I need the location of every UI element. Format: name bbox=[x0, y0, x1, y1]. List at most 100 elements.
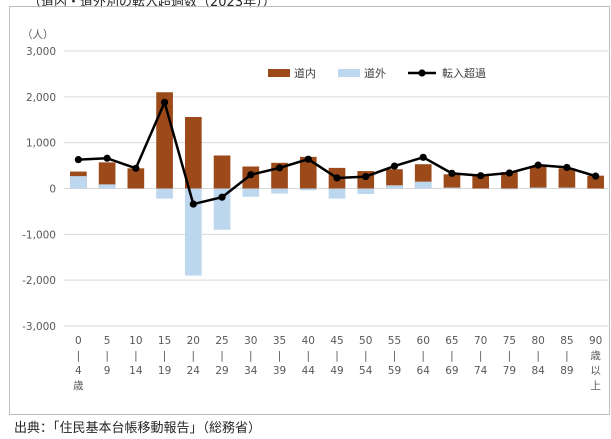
x-tick-label: 39 bbox=[273, 365, 286, 377]
x-axis-ticks: 0 | 4 歳 5 | 9 10 | 14 15 | 19 20 | 24 25 | 29 30 | 34 35 | 39 40 |… bbox=[73, 335, 602, 392]
legend-label-道内: 道内 bbox=[294, 66, 316, 80]
x-tick-label: | bbox=[421, 350, 425, 362]
net-inflow-point bbox=[247, 171, 255, 179]
bar-道外 bbox=[271, 188, 288, 194]
net-inflow-point bbox=[304, 155, 312, 163]
bar-道外 bbox=[156, 188, 173, 199]
x-tick-label: 55 bbox=[388, 335, 401, 347]
net-inflow-point bbox=[74, 156, 82, 164]
x-tick-label: 30 bbox=[244, 335, 257, 347]
x-tick-label: 9 bbox=[104, 365, 111, 377]
x-tick-label: | bbox=[163, 350, 167, 362]
net-inflow-point bbox=[189, 200, 197, 208]
x-tick-label: 歳 bbox=[73, 380, 84, 392]
bars bbox=[70, 92, 604, 276]
legend-label-道外: 道外 bbox=[364, 66, 386, 80]
x-tick-label: 上 bbox=[590, 380, 601, 392]
bar-道外 bbox=[328, 188, 346, 199]
bar-道外 bbox=[529, 187, 547, 189]
y-tick-label: -3,000 bbox=[22, 321, 56, 333]
y-tick-label: 3,000 bbox=[26, 46, 56, 58]
x-tick-label: 25 bbox=[215, 335, 228, 347]
x-tick-label: | bbox=[335, 350, 339, 362]
x-tick-label: 89 bbox=[560, 365, 573, 377]
x-tick-label: 24 bbox=[187, 365, 201, 377]
net-inflow-point bbox=[218, 193, 226, 201]
x-tick-label: 70 bbox=[474, 335, 487, 347]
bar-道外 bbox=[443, 187, 461, 189]
x-tick-label: 4 bbox=[75, 365, 82, 377]
net-inflow-point bbox=[103, 154, 111, 162]
legend-marker-転入超過 bbox=[418, 69, 426, 77]
net-inflow-point bbox=[419, 153, 427, 161]
net-inflow-point bbox=[333, 174, 341, 182]
bar-道内 bbox=[472, 175, 490, 189]
x-tick-label: | bbox=[393, 350, 397, 362]
bar-道内 bbox=[98, 162, 116, 189]
bar-道内 bbox=[558, 168, 576, 189]
bar-道外 bbox=[299, 188, 317, 191]
x-tick-label: 5 bbox=[104, 335, 111, 347]
net-inflow-point bbox=[592, 172, 600, 180]
x-tick-label: 35 bbox=[273, 335, 286, 347]
net-inflow-point bbox=[132, 164, 140, 172]
x-tick-label: 90 bbox=[589, 335, 602, 347]
x-tick-label: 40 bbox=[302, 335, 315, 347]
bar-道内 bbox=[529, 166, 547, 189]
x-tick-label: 歳 bbox=[590, 350, 601, 362]
y-tick-label: 2,000 bbox=[26, 92, 56, 104]
x-tick-label: 80 bbox=[531, 335, 544, 347]
bar-道外 bbox=[414, 181, 432, 189]
x-tick-label: 14 bbox=[129, 365, 143, 377]
bar-道内 bbox=[299, 156, 317, 189]
x-tick-label: | bbox=[450, 350, 454, 362]
x-tick-label: 50 bbox=[359, 335, 372, 347]
net-inflow-point bbox=[534, 161, 542, 169]
x-tick-label: 49 bbox=[330, 365, 343, 377]
x-tick-label: | bbox=[134, 350, 138, 362]
x-tick-label: 20 bbox=[187, 335, 200, 347]
bar-道内 bbox=[213, 155, 231, 189]
x-tick-label: | bbox=[508, 350, 512, 362]
x-tick-label: 15 bbox=[158, 335, 171, 347]
x-tick-label: 19 bbox=[158, 365, 171, 377]
net-inflow-point bbox=[563, 163, 571, 172]
bar-道内 bbox=[501, 172, 518, 189]
y-tick-label: 0 bbox=[49, 184, 56, 196]
x-tick-label: 74 bbox=[474, 365, 488, 377]
chart-heading: （道内・道外別の転入超過数（2023年）） bbox=[28, 0, 276, 10]
bar-道内 bbox=[127, 168, 145, 189]
net-inflow-point bbox=[275, 164, 284, 172]
x-tick-label: | bbox=[306, 350, 310, 362]
net-inflow-point bbox=[390, 162, 399, 170]
net-inflow-line bbox=[74, 98, 600, 208]
y-axis-ticks: -3,000 -2,000 -1,000 0 1,000 2,000 3,000 bbox=[22, 46, 56, 333]
x-tick-label: | bbox=[192, 350, 196, 362]
x-tick-label: | bbox=[565, 350, 569, 362]
x-tick-label: 79 bbox=[503, 365, 516, 377]
net-inflow-point bbox=[505, 169, 514, 177]
net-inflow-point bbox=[160, 98, 169, 106]
x-tick-label: 75 bbox=[503, 335, 516, 347]
x-tick-label: 45 bbox=[330, 335, 343, 347]
x-tick-label: | bbox=[536, 350, 540, 362]
x-tick-label: | bbox=[77, 350, 81, 362]
x-tick-label: 34 bbox=[244, 365, 258, 377]
x-tick-label: 59 bbox=[388, 365, 401, 377]
y-axis-unit-label: （人） bbox=[22, 29, 54, 41]
source-note: 出典：「住民基本台帳移動報告」（総務省） bbox=[14, 421, 262, 436]
x-tick-label: | bbox=[220, 350, 224, 362]
y-tick-label: -1,000 bbox=[22, 229, 56, 241]
bar-道外 bbox=[386, 185, 403, 189]
legend-swatch-道外 bbox=[338, 69, 360, 77]
bar-道外 bbox=[357, 188, 375, 194]
x-tick-label: | bbox=[278, 350, 282, 362]
x-tick-label: 44 bbox=[302, 365, 316, 377]
bar-道内 bbox=[386, 169, 403, 189]
legend-label-転入超過: 転入超過 bbox=[442, 66, 486, 80]
x-tick-label: 64 bbox=[417, 365, 431, 377]
y-tick-label: 1,000 bbox=[26, 138, 56, 150]
x-tick-label: 以 bbox=[590, 365, 601, 377]
bar-道外 bbox=[184, 188, 202, 276]
